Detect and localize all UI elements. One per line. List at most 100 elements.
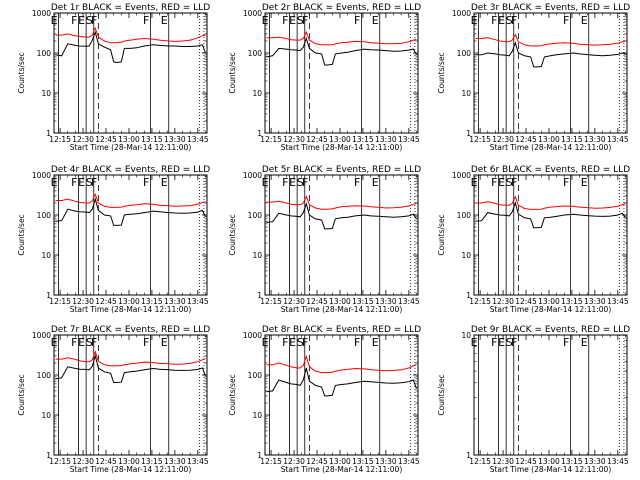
plot-frame xyxy=(473,334,628,456)
panel-title: Det 2r BLACK = Events, RED = LLD xyxy=(262,3,421,13)
y-tick-label: 1000 xyxy=(32,9,51,18)
event-marker-label: S xyxy=(86,176,93,189)
panel-det-7: Det 7r BLACK = Events, RED = LLD 1 10 100 10… xyxy=(17,325,210,474)
plot-frame xyxy=(53,174,208,296)
panel-det-9: Det 9r BLACK = Events, RED = LLD 1 10 12:15… xyxy=(437,325,630,474)
x-tick-label: 12:15 xyxy=(49,457,71,466)
x-tick-label: 12:30 xyxy=(283,297,305,306)
y-axis-label: Counts/sec xyxy=(437,214,446,255)
series-events-line xyxy=(55,30,206,64)
x-axis-label: Start Time (28-Mar-14 12:11:00) xyxy=(490,143,612,152)
series-events-line xyxy=(266,202,417,230)
event-marker-label: S xyxy=(297,336,304,349)
event-marker-label: E xyxy=(372,336,379,349)
event-marker-label: E xyxy=(372,176,379,189)
event-marker-label: F xyxy=(71,176,77,189)
x-tick-label: 13:45 xyxy=(607,135,629,144)
event-marker-label: F xyxy=(91,176,97,189)
y-tick-label: 1000 xyxy=(452,171,471,180)
event-marker-label: E xyxy=(581,14,588,27)
y-tick-label: 1 xyxy=(46,291,51,300)
x-tick-label: 12:15 xyxy=(260,297,282,306)
plot-frame xyxy=(473,12,628,134)
event-marker-label: F xyxy=(491,14,497,27)
plot-frame xyxy=(53,12,208,134)
y-tick-label: 100 xyxy=(37,211,52,220)
event-marker-label: S xyxy=(86,336,93,349)
plot-frame xyxy=(264,12,419,134)
y-tick-label: 1 xyxy=(466,291,471,300)
y-tick-label: 1000 xyxy=(243,331,262,340)
panel-title: Det 3r BLACK = Events, RED = LLD xyxy=(471,3,630,13)
y-tick-label: 100 xyxy=(37,371,52,380)
panel-title: Det 7r BLACK = Events, RED = LLD xyxy=(51,325,210,335)
event-marker-label: F xyxy=(354,336,360,349)
y-tick-label: 10 xyxy=(41,251,51,260)
y-tick-label: 100 xyxy=(248,211,263,220)
event-marker-label: E xyxy=(78,336,85,349)
x-tick-label: 12:30 xyxy=(72,457,94,466)
event-marker-label: E xyxy=(471,336,478,349)
y-tick-label: 100 xyxy=(248,49,263,58)
event-marker-label: F xyxy=(302,336,308,349)
x-tick-label: 12:30 xyxy=(283,135,305,144)
y-tick-label: 10 xyxy=(252,411,262,420)
event-marker-label: E xyxy=(262,14,269,27)
event-marker-label: E xyxy=(51,14,58,27)
y-tick-label: 100 xyxy=(248,371,263,380)
y-axis-label: Counts/sec xyxy=(228,374,237,415)
x-tick-label: 13:45 xyxy=(187,457,209,466)
y-tick-label: 10 xyxy=(252,251,262,260)
x-tick-label: 13:30 xyxy=(164,297,186,306)
series-lld-line xyxy=(55,350,206,367)
x-tick-label: 13:15 xyxy=(561,457,583,466)
y-tick-label: 10 xyxy=(461,331,471,340)
x-tick-label: 13:45 xyxy=(187,297,209,306)
event-marker-label: F xyxy=(302,176,308,189)
x-tick-label: 12:30 xyxy=(492,457,514,466)
x-tick-label: 12:30 xyxy=(72,297,94,306)
x-tick-label: 12:30 xyxy=(492,135,514,144)
x-tick-label: 12:45 xyxy=(515,297,537,306)
y-tick-label: 10 xyxy=(41,411,51,420)
x-tick-label: 13:15 xyxy=(141,457,163,466)
event-marker-label: E xyxy=(51,336,58,349)
x-tick-label: 13:00 xyxy=(329,297,351,306)
x-tick-label: 12:30 xyxy=(492,297,514,306)
x-axis-label: Start Time (28-Mar-14 12:11:00) xyxy=(70,305,192,314)
x-tick-label: 13:00 xyxy=(538,457,560,466)
panel-title: Det 1r BLACK = Events, RED = LLD xyxy=(51,3,210,13)
series-lld-line xyxy=(475,33,626,47)
y-axis-label: Counts/sec xyxy=(437,52,446,93)
panel-det-1: Det 1r BLACK = Events, RED = LLD 1 10 100 10… xyxy=(17,3,210,152)
x-tick-label: 13:45 xyxy=(398,457,420,466)
x-tick-label: 12:45 xyxy=(95,457,117,466)
event-marker-label: F xyxy=(302,14,308,27)
event-marker-label: F xyxy=(354,14,360,27)
y-tick-label: 1000 xyxy=(452,9,471,18)
panel-det-2: Det 2r BLACK = Events, RED = LLD 1 10 100 10… xyxy=(228,3,421,152)
x-tick-label: 12:15 xyxy=(260,135,282,144)
event-marker-label: F xyxy=(563,14,569,27)
event-marker-label: S xyxy=(506,176,513,189)
event-marker-label: F xyxy=(491,176,497,189)
y-tick-label: 10 xyxy=(461,89,471,98)
y-tick-label: 1 xyxy=(46,129,51,138)
x-tick-label: 13:45 xyxy=(607,457,629,466)
x-tick-label: 12:15 xyxy=(469,135,491,144)
y-tick-label: 1000 xyxy=(243,9,262,18)
event-marker-label: F xyxy=(143,336,149,349)
x-axis-label: Start Time (28-Mar-14 12:11:00) xyxy=(490,465,612,474)
series-events-line xyxy=(475,201,626,229)
series-lld-line xyxy=(266,31,417,46)
event-marker-label: E xyxy=(78,176,85,189)
y-tick-label: 100 xyxy=(457,49,472,58)
event-marker-label: F xyxy=(511,336,517,349)
x-tick-label: 13:15 xyxy=(352,135,374,144)
x-tick-label: 12:15 xyxy=(49,135,71,144)
panel-title: Det 6r BLACK = Events, RED = LLD xyxy=(471,165,630,175)
panel-title: Det 9r BLACK = Events, RED = LLD xyxy=(471,325,630,335)
x-tick-label: 12:45 xyxy=(95,135,117,144)
x-tick-label: 13:15 xyxy=(352,457,374,466)
